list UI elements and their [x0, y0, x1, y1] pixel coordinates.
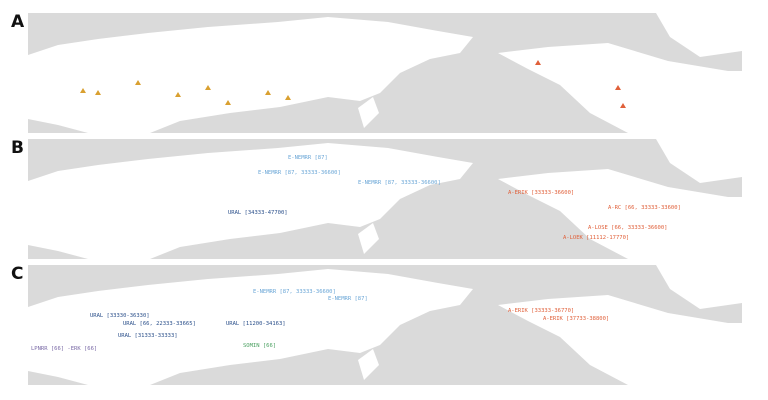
site-label: E-NEMRR [87, 33333-36600] — [258, 170, 341, 176]
panel-letter: C — [11, 264, 23, 284]
site-label: URAL [34333-47700] — [228, 210, 288, 216]
site-label: A-RC [66, 33333-33600] — [608, 205, 681, 211]
site-marker — [225, 100, 231, 105]
site-label: URAL [11200-34163] — [226, 321, 286, 327]
site-marker — [535, 60, 541, 65]
site-label: E-NEMRR [87, 33333-36600] — [358, 180, 441, 186]
map-panel: URAL [34333-47700] E-NEMRR [87] E-NEMRR [8… — [28, 139, 742, 259]
site-marker — [285, 95, 291, 100]
site-label: SOMIN [66] — [243, 343, 276, 349]
site-marker — [265, 90, 271, 95]
site-marker — [135, 80, 141, 85]
site-label: A-ERIK [33333-36770] — [508, 308, 574, 314]
map-panel: URAL [33330-36330] URAL [66, 22333-33665]… — [28, 265, 742, 385]
site-marker — [205, 85, 211, 90]
panel-letter: B — [11, 138, 24, 158]
site-label: E-NEMRR [87] — [328, 296, 368, 302]
site-label: A-LOEK [11112-17770] — [563, 235, 629, 241]
site-label: URAL [33330-36330] — [90, 313, 150, 319]
site-label: A-ERIK [33333-36600] — [508, 190, 574, 196]
site-label: E-NEMRR [87, 33333-36600] — [253, 289, 336, 295]
site-marker — [615, 85, 621, 90]
site-marker — [620, 103, 626, 108]
site-label: URAL [66, 22333-33665] — [123, 321, 196, 327]
site-label: A-LOSE [66, 33333-36600] — [588, 225, 667, 231]
site-label: E-NEMRR [87] — [288, 155, 328, 161]
site-label: A-ERIK [37733-38800] — [543, 316, 609, 322]
map-panel — [28, 13, 742, 133]
site-marker — [175, 92, 181, 97]
site-marker — [95, 90, 101, 95]
panel-letter: A — [11, 12, 25, 32]
site-marker — [80, 88, 86, 93]
site-label: URAL [31333-33333] — [118, 333, 178, 339]
site-label: LPNRR [66] -ERK [66] — [31, 346, 97, 352]
